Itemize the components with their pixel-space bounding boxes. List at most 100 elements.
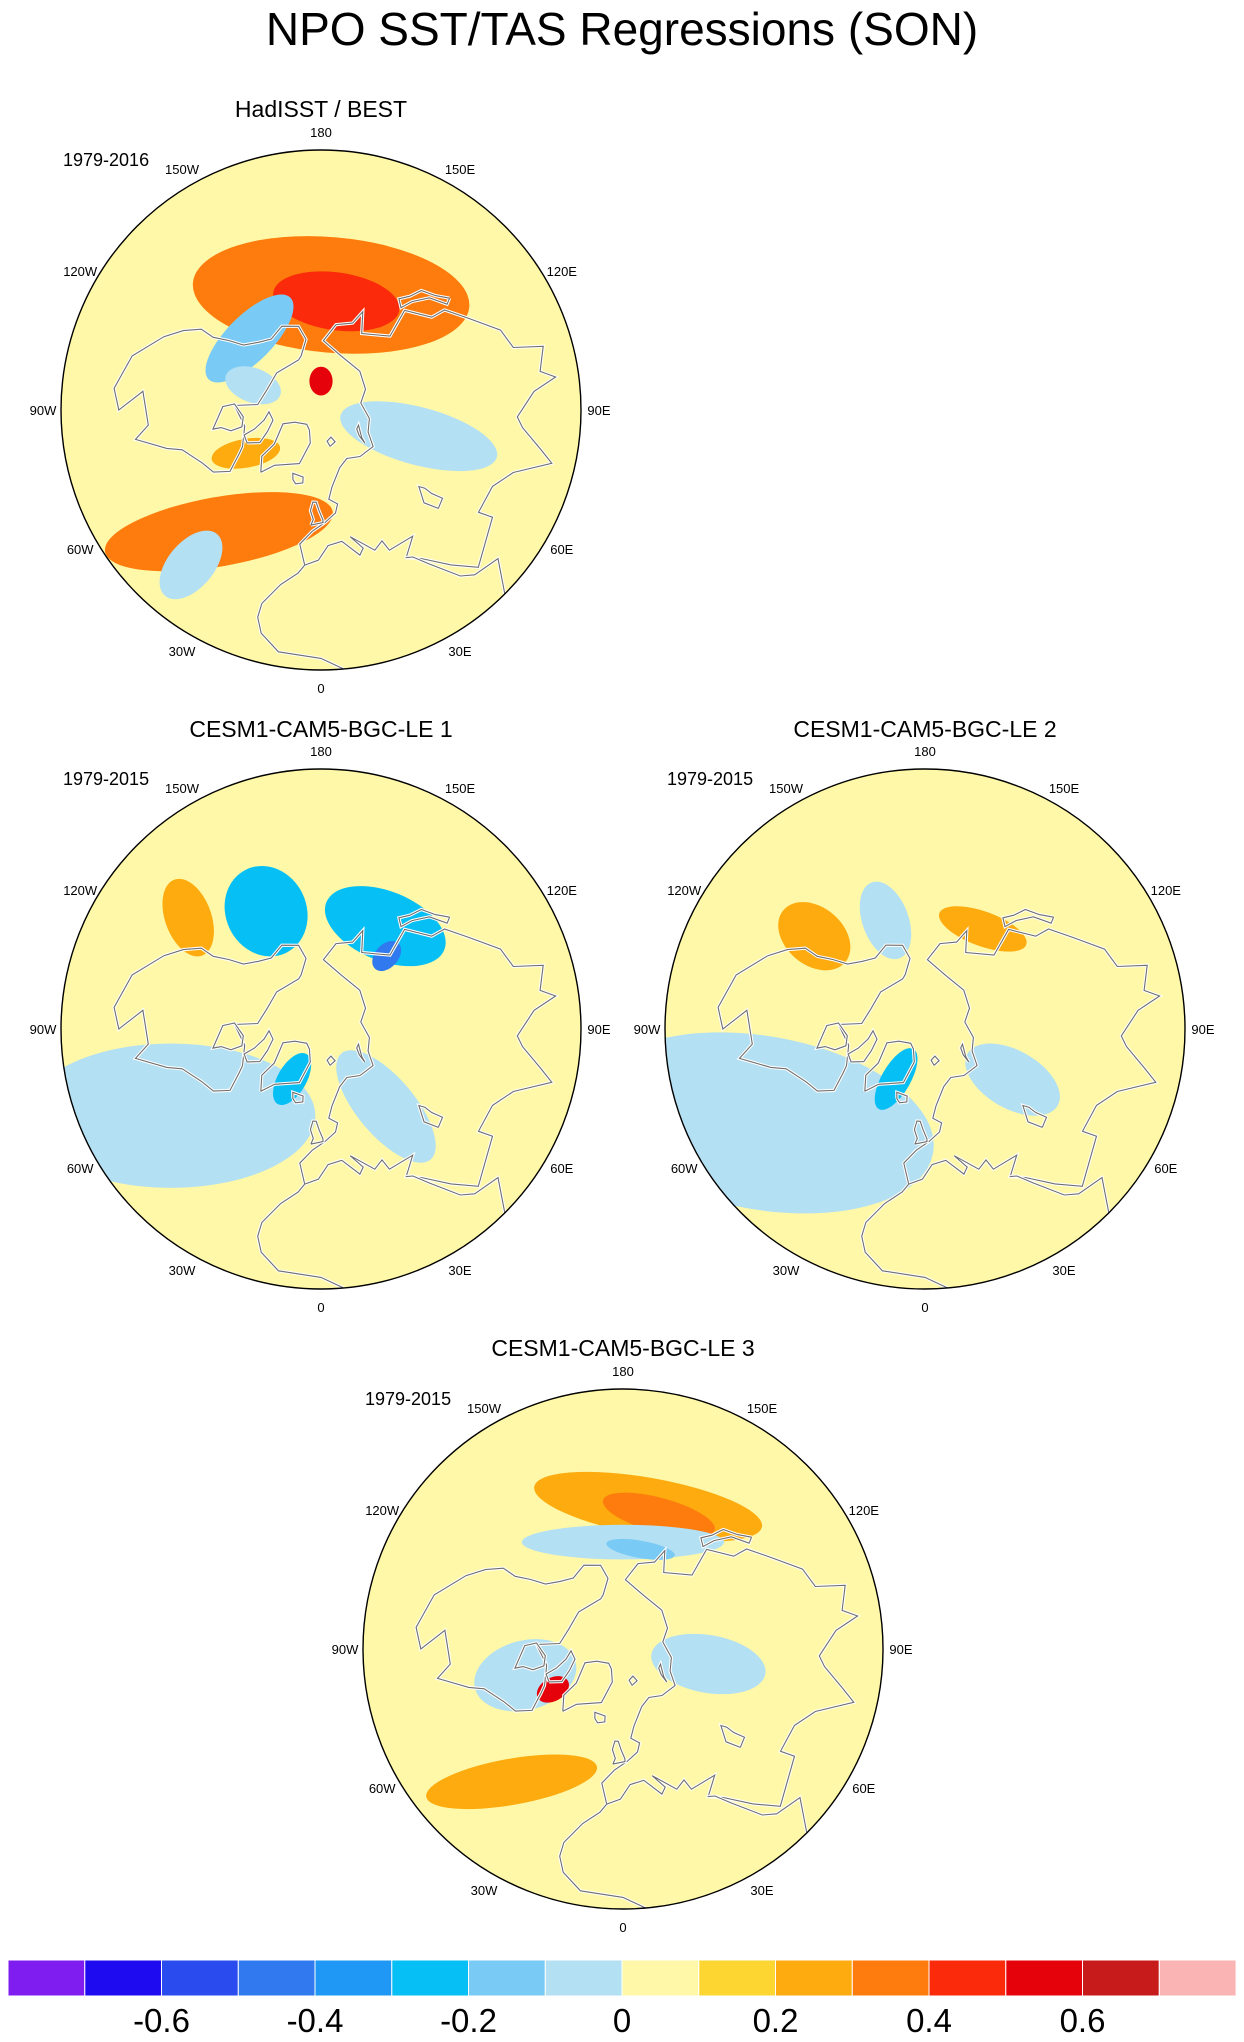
anomaly-patch	[61, 1043, 316, 1188]
panel-le3: CESM1-CAM5-BGC-LE 3 1979-2015 180 150E 120…	[332, 1335, 913, 1935]
coastline	[211, 403, 244, 432]
longitude-label: 150E	[445, 781, 476, 796]
land-outlines	[112, 907, 560, 1289]
map-border	[362, 1388, 884, 1910]
longitude-label: 120E	[1151, 883, 1182, 898]
coastline	[1002, 908, 1055, 928]
colorbar: -0.6 -0.4 -0.2 0 0.2 0.4 0.6	[7, 1959, 1237, 2039]
coastline	[720, 1724, 746, 1748]
anomaly-patch	[205, 294, 294, 383]
longitude-label: 0	[317, 1300, 324, 1315]
coastline	[930, 1055, 940, 1066]
land-outlines	[716, 907, 1164, 1289]
period-label: 1979-2015	[667, 769, 753, 789]
anomaly-patch	[874, 1048, 918, 1110]
coastline	[896, 1091, 908, 1104]
longitude-label: 120W	[63, 883, 98, 898]
colorbar-box	[544, 1959, 623, 1997]
colorbar-box	[468, 1959, 546, 1997]
longitude-label: 30W	[773, 1263, 800, 1278]
longitude-label: 30E	[750, 1883, 773, 1898]
longitude-label: 120W	[365, 1503, 400, 1518]
colorbar-tick-label: 0.2	[753, 2002, 799, 2039]
longitude-label: 120E	[547, 883, 578, 898]
longitude-label: 30W	[471, 1883, 498, 1898]
coastline	[864, 1040, 915, 1092]
coastline	[861, 1183, 948, 1289]
anomaly-patch	[340, 401, 498, 472]
anomaly-fields	[426, 1471, 766, 1810]
longitude-label: 60W	[67, 542, 94, 557]
colorbar-box	[161, 1959, 239, 1997]
anomaly-patch	[324, 886, 446, 967]
colorbar-box	[1005, 1959, 1084, 1997]
colorbar-box	[851, 1959, 930, 1997]
colorbar-box	[621, 1959, 700, 1997]
panel-hadisst: HadISST / BEST 1979-2016 180 150E 120E 90E 6…	[30, 96, 611, 696]
longitude-label: 180	[310, 125, 332, 140]
anomaly-patch	[309, 366, 333, 396]
map-border	[60, 768, 582, 1290]
coastline	[913, 1120, 928, 1145]
coastline	[406, 556, 506, 594]
coastline	[398, 289, 451, 309]
anomaly-patch	[651, 1633, 766, 1695]
longitude-label: 180	[310, 744, 332, 759]
anomaly-patch	[778, 902, 851, 971]
longitude-label: 0	[619, 1920, 626, 1935]
longitude-label: 90W	[332, 1642, 359, 1657]
longitude-label: 60W	[369, 1781, 396, 1796]
colorbar-tick-labels: -0.6 -0.4 -0.2 0 0.2 0.4 0.6	[133, 2002, 1105, 2039]
longitude-labels: 180 150E 120E 90E 60E 30E 0 30W 60W 90W 120W 150W	[30, 744, 611, 1315]
anomaly-fields	[104, 236, 498, 600]
coastline	[299, 309, 557, 568]
longitude-label: 90W	[30, 1022, 57, 1037]
colorbar-box	[7, 1959, 86, 1997]
anomaly-patch	[938, 906, 1027, 952]
panel-title: CESM1-CAM5-BGC-LE 3	[491, 1335, 754, 1361]
coastline	[418, 485, 444, 509]
panel-le2: CESM1-CAM5-BGC-LE 2 1979-2015 180 150E 120…	[634, 716, 1215, 1315]
coastline	[562, 1660, 613, 1712]
longitude-label: 60E	[852, 1781, 875, 1796]
coastline	[1022, 1104, 1048, 1128]
coastline	[299, 928, 557, 1187]
anomaly-fields	[61, 865, 446, 1188]
colorbar-box	[775, 1959, 853, 1997]
colorbar-tick-label: -0.2	[440, 2002, 497, 2039]
coastline	[309, 1120, 324, 1145]
colorbar-box	[1158, 1959, 1237, 1997]
anomaly-patch	[104, 492, 333, 572]
longitude-label: 30E	[448, 644, 471, 659]
longitude-label: 150E	[1049, 781, 1080, 796]
coastline	[260, 421, 311, 473]
map-border	[664, 768, 1186, 1290]
longitude-label: 0	[921, 1300, 928, 1315]
anomaly-patch	[162, 878, 214, 957]
coastline	[356, 1042, 366, 1063]
coastline	[243, 1029, 274, 1063]
land-outlines	[112, 288, 560, 670]
longitude-label: 30W	[169, 1263, 196, 1278]
coastline	[398, 908, 451, 928]
colorbar-tick-label: -0.6	[133, 2002, 190, 2039]
anomaly-patch	[159, 530, 223, 600]
colorbar-tick-label: 0	[613, 2002, 631, 2039]
colorbar-tick-label: 0.4	[906, 2002, 952, 2039]
coastline	[356, 423, 366, 444]
longitude-label: 150W	[165, 781, 200, 796]
anomaly-patch	[225, 366, 281, 405]
longitude-label: 150W	[165, 162, 200, 177]
coastline	[545, 1649, 576, 1683]
longitude-label: 60E	[550, 1161, 573, 1176]
colorbar-tick-label: -0.4	[287, 2002, 344, 2039]
coastline	[628, 1675, 638, 1686]
anomaly-patch	[426, 1754, 598, 1810]
longitude-label: 150W	[769, 781, 804, 796]
longitude-label: 150E	[445, 162, 476, 177]
longitude-label: 120W	[667, 883, 702, 898]
coastline	[594, 1711, 606, 1724]
coastline	[406, 1175, 506, 1213]
panel-title: CESM1-CAM5-BGC-LE 2	[793, 716, 1056, 742]
coastline	[257, 564, 344, 670]
